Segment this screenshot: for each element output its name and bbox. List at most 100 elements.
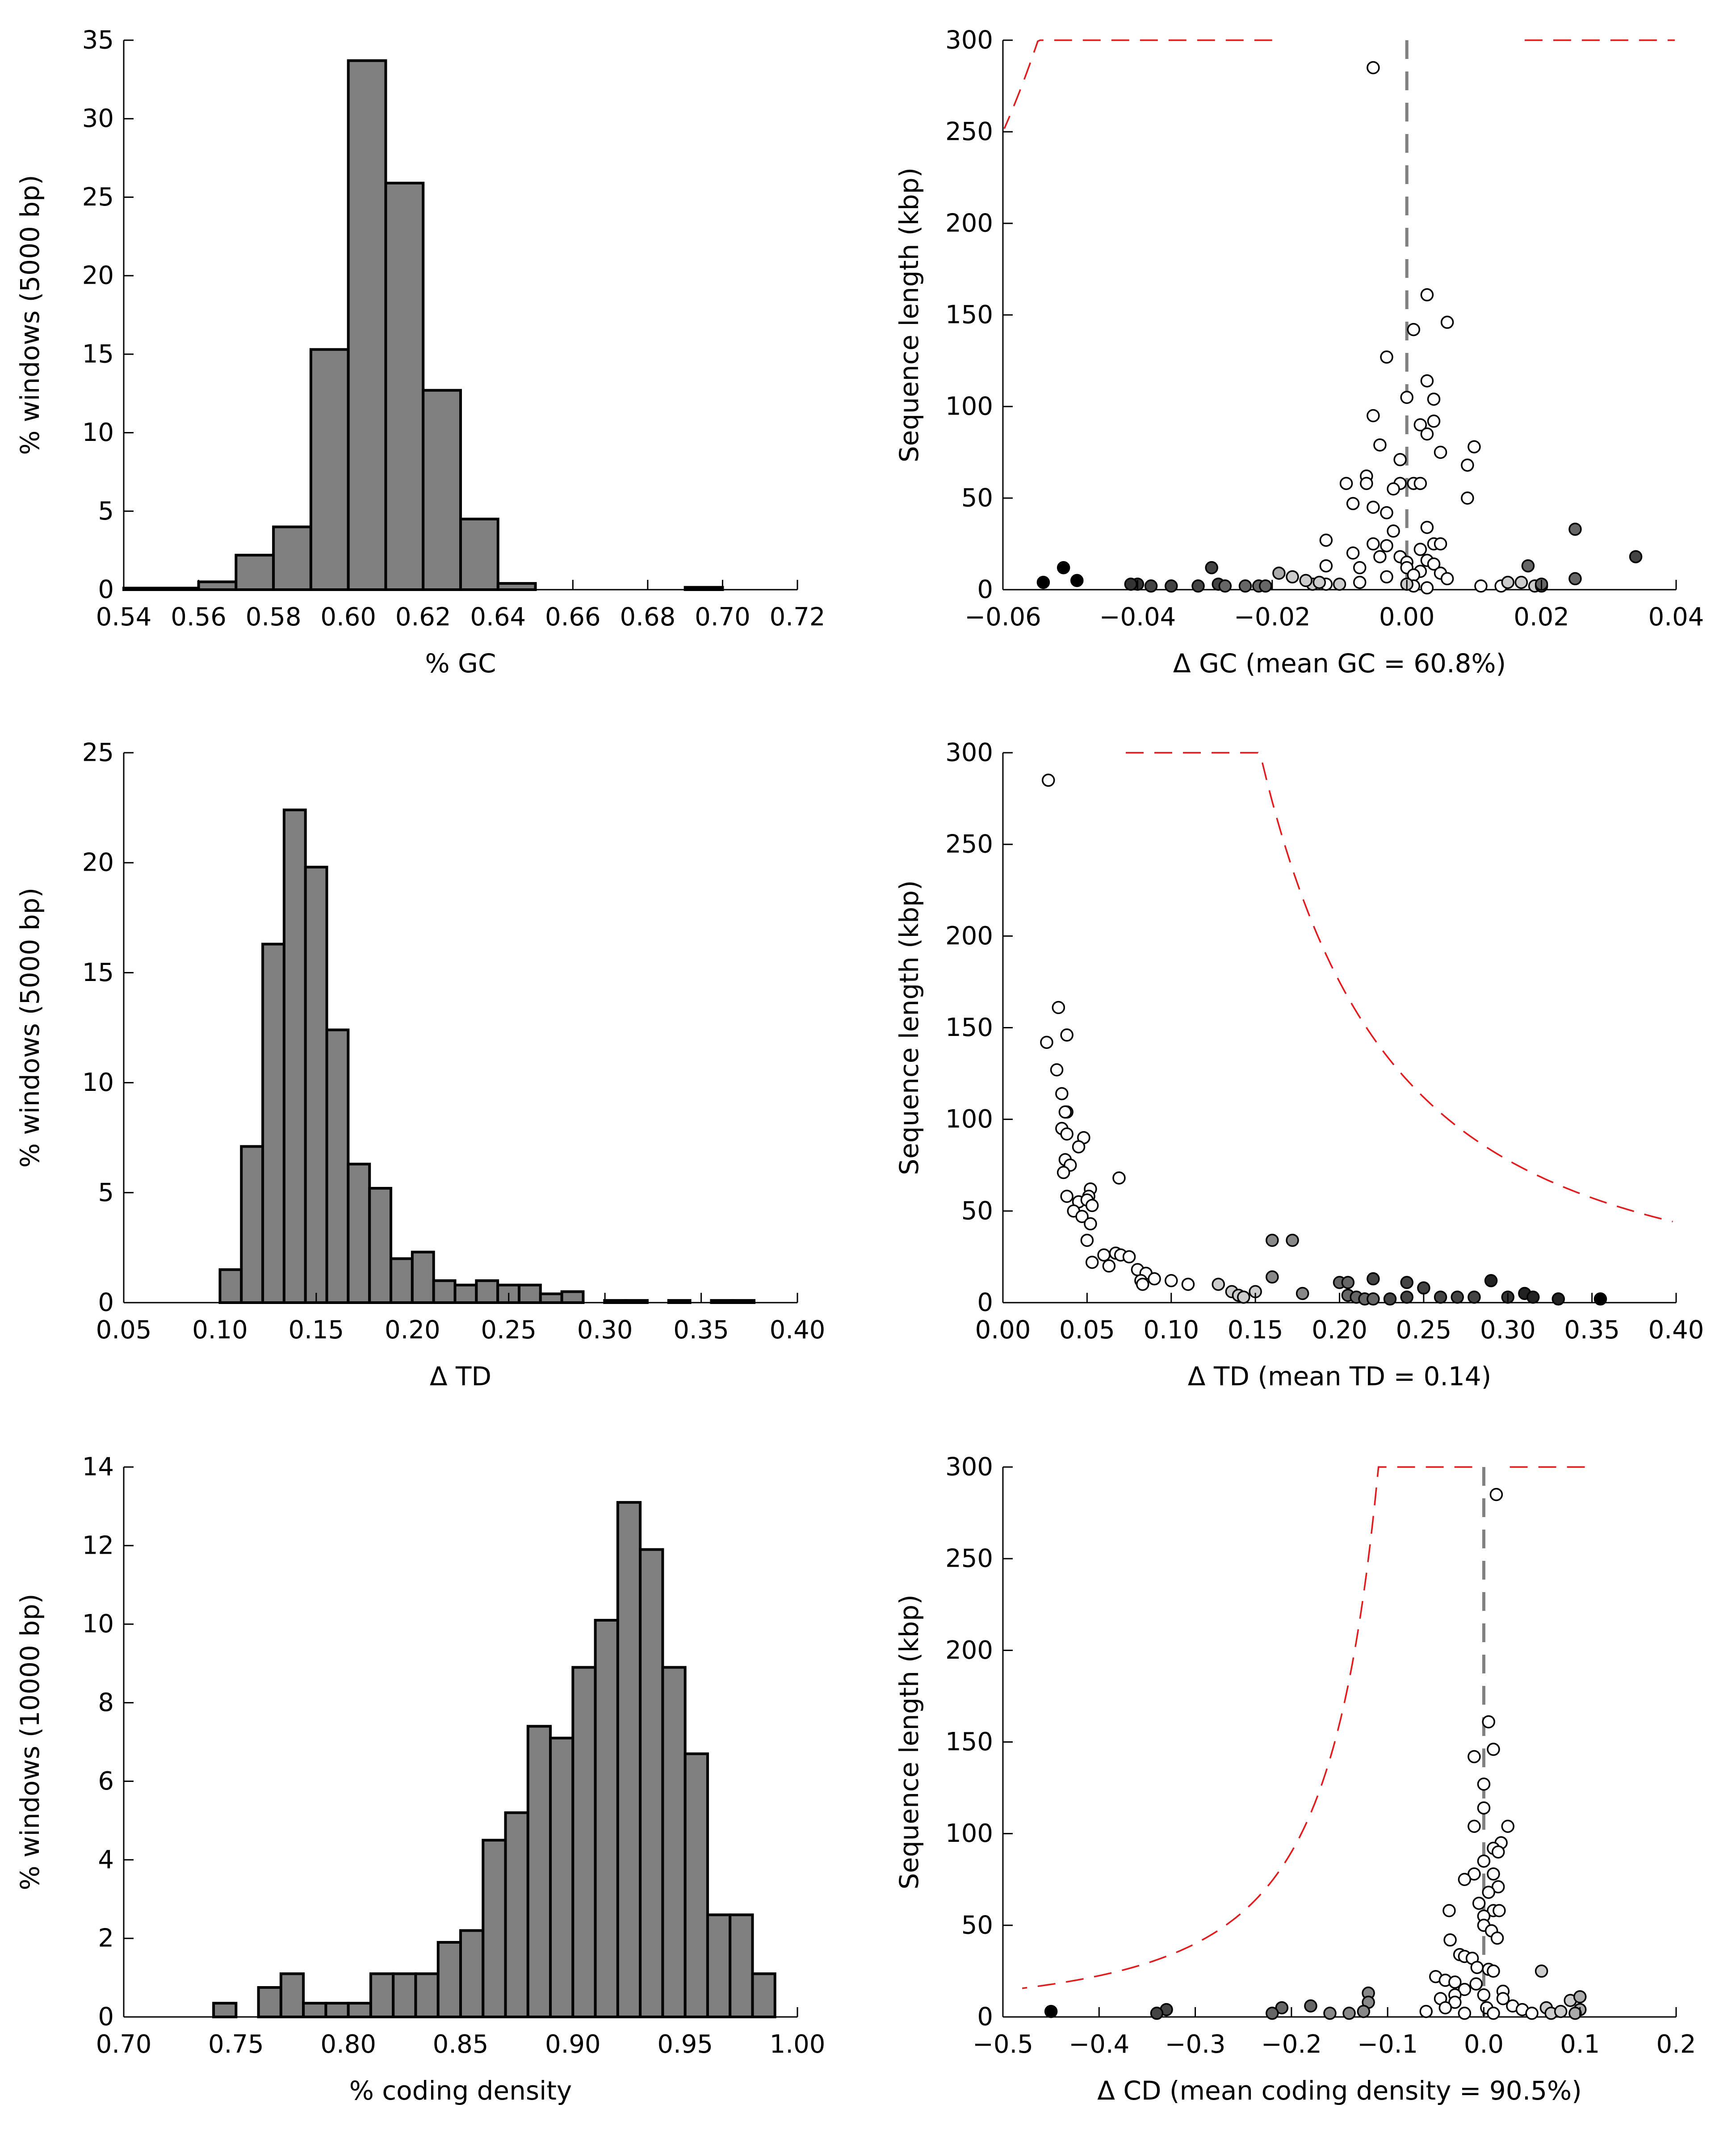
scatter-point bbox=[1060, 1190, 1073, 1203]
y-tick-label: 20 bbox=[82, 848, 114, 877]
histogram-bar bbox=[639, 1548, 664, 2018]
histogram-bar bbox=[459, 1929, 485, 2018]
scatter-point bbox=[1044, 2004, 1058, 2018]
scatter-point bbox=[1420, 520, 1434, 534]
histogram-bar bbox=[496, 582, 537, 591]
x-tick-label: 0.15 bbox=[1228, 1316, 1283, 1345]
y-tick-label: 10 bbox=[82, 1068, 114, 1097]
scatter-point bbox=[1165, 1274, 1178, 1287]
scatter-point bbox=[1514, 575, 1528, 589]
x-tick-label: 0.62 bbox=[395, 603, 451, 632]
y-tick-label: 35 bbox=[82, 26, 114, 55]
histogram-bar bbox=[475, 1279, 499, 1304]
x-tick-label: −0.04 bbox=[1099, 603, 1176, 632]
scatter-point bbox=[1165, 579, 1178, 593]
scatter-point bbox=[1427, 415, 1441, 428]
histogram-bar bbox=[282, 809, 307, 1304]
scatter-point bbox=[1434, 445, 1447, 459]
x-tick-label: 1.00 bbox=[770, 2030, 826, 2059]
scatter-point bbox=[1393, 453, 1407, 466]
y-tick-label: 0 bbox=[98, 2003, 114, 2032]
x-tick-label: 0.25 bbox=[1396, 1316, 1452, 1345]
y-tick-label: 14 bbox=[82, 1453, 114, 1482]
histogram-bar bbox=[549, 1736, 574, 2018]
histogram-bar bbox=[436, 1941, 462, 2018]
scatter-point bbox=[1380, 570, 1393, 584]
scatter-point bbox=[1036, 575, 1050, 589]
scatter-point bbox=[1353, 561, 1367, 574]
scatter-point bbox=[1468, 1750, 1481, 1764]
histogram-bar bbox=[432, 1279, 457, 1304]
scatter-point bbox=[1526, 1290, 1540, 1304]
scatter-point bbox=[1491, 1880, 1505, 1894]
scatter-point bbox=[1060, 1127, 1073, 1141]
histogram-bar bbox=[683, 1752, 709, 2019]
scatter-point bbox=[1319, 533, 1333, 547]
y-tick-label: 0 bbox=[98, 575, 114, 604]
scatter-point bbox=[1212, 1278, 1225, 1291]
scatter-point bbox=[1413, 418, 1427, 432]
scatter-point bbox=[1286, 570, 1299, 584]
histogram-bar bbox=[504, 1811, 529, 2019]
scatter-point bbox=[1085, 1199, 1099, 1212]
x-tick-label: 0.00 bbox=[975, 1316, 1031, 1345]
x-tick-label: 0.30 bbox=[1480, 1316, 1536, 1345]
histogram-bar bbox=[560, 1290, 585, 1304]
x-axis-label: % GC bbox=[425, 648, 496, 679]
x-tick-label: 0.0 bbox=[1464, 2030, 1504, 2059]
scatter-point bbox=[1477, 1854, 1491, 1868]
scatter-point bbox=[1075, 1210, 1089, 1223]
scatter-point bbox=[1148, 1272, 1161, 1286]
scatter-point bbox=[1427, 557, 1441, 571]
y-tick-label: 200 bbox=[945, 1636, 993, 1665]
histogram-bar bbox=[304, 866, 328, 1304]
y-tick-label: 300 bbox=[945, 26, 993, 55]
scatter-point bbox=[1470, 1961, 1484, 1974]
scatter-point bbox=[1493, 1904, 1506, 1917]
x-tick-label: 0.70 bbox=[96, 2030, 152, 2059]
scatter-point bbox=[1052, 1001, 1065, 1015]
histogram-bar bbox=[384, 181, 425, 591]
scatter-point bbox=[1482, 1886, 1495, 1899]
y-tick-label: 50 bbox=[961, 484, 993, 513]
y-tick-label: 20 bbox=[82, 261, 114, 290]
y-axis-label: Sequence length (kbp) bbox=[894, 880, 924, 1175]
scatter-point bbox=[1266, 2007, 1279, 2020]
scatter-point bbox=[1501, 1819, 1514, 1833]
scatter-point bbox=[1040, 1035, 1053, 1049]
scatter-point bbox=[1568, 572, 1582, 586]
scatter-point bbox=[1443, 1933, 1457, 1947]
histogram-bar bbox=[482, 1839, 507, 2018]
scatter-point bbox=[1400, 1276, 1413, 1289]
scatter-point bbox=[1535, 1964, 1548, 1978]
scatter-point bbox=[1299, 574, 1312, 587]
y-tick-label: 8 bbox=[98, 1688, 114, 1717]
scatter-point bbox=[1333, 577, 1346, 591]
y-tick-label: 30 bbox=[82, 104, 114, 133]
histogram-bar bbox=[324, 2002, 350, 2019]
scatter-point bbox=[1490, 1931, 1504, 1945]
x-tick-label: 0.58 bbox=[246, 603, 302, 632]
y-axis-label: Sequence length (kbp) bbox=[894, 1594, 924, 1889]
scatter-point bbox=[1312, 575, 1326, 589]
scatter-point bbox=[1469, 1977, 1483, 1991]
scatter-point bbox=[1458, 1983, 1472, 1996]
histogram-bar bbox=[667, 1299, 692, 1304]
x-tick-label: 0.56 bbox=[171, 603, 226, 632]
scatter-point bbox=[1181, 1278, 1195, 1291]
scatter-point bbox=[1487, 2007, 1500, 2020]
threshold-curve-right bbox=[1126, 752, 1673, 1223]
threshold-curve-left bbox=[1022, 1466, 1472, 1989]
x-tick-label: 0.80 bbox=[320, 2030, 376, 2059]
cd-scatter-panel: 0 50 100 150 200 250 300 −0.5 −0.4 −0.3 −0.2 −0.1 0.… bbox=[894, 1453, 1696, 2106]
y-tick-label: 0 bbox=[98, 1288, 114, 1317]
scatter-point bbox=[1084, 1217, 1097, 1231]
scatter-point bbox=[1080, 1233, 1094, 1247]
y-tick-label: 250 bbox=[945, 830, 993, 859]
scatter-point bbox=[1266, 1270, 1279, 1284]
scatter-point bbox=[1400, 1290, 1413, 1304]
x-tick-label: 0.05 bbox=[1059, 1316, 1115, 1345]
scatter-point bbox=[1323, 2007, 1337, 2020]
scatter-point bbox=[1072, 1140, 1086, 1153]
x-tick-label: 0.70 bbox=[695, 603, 751, 632]
